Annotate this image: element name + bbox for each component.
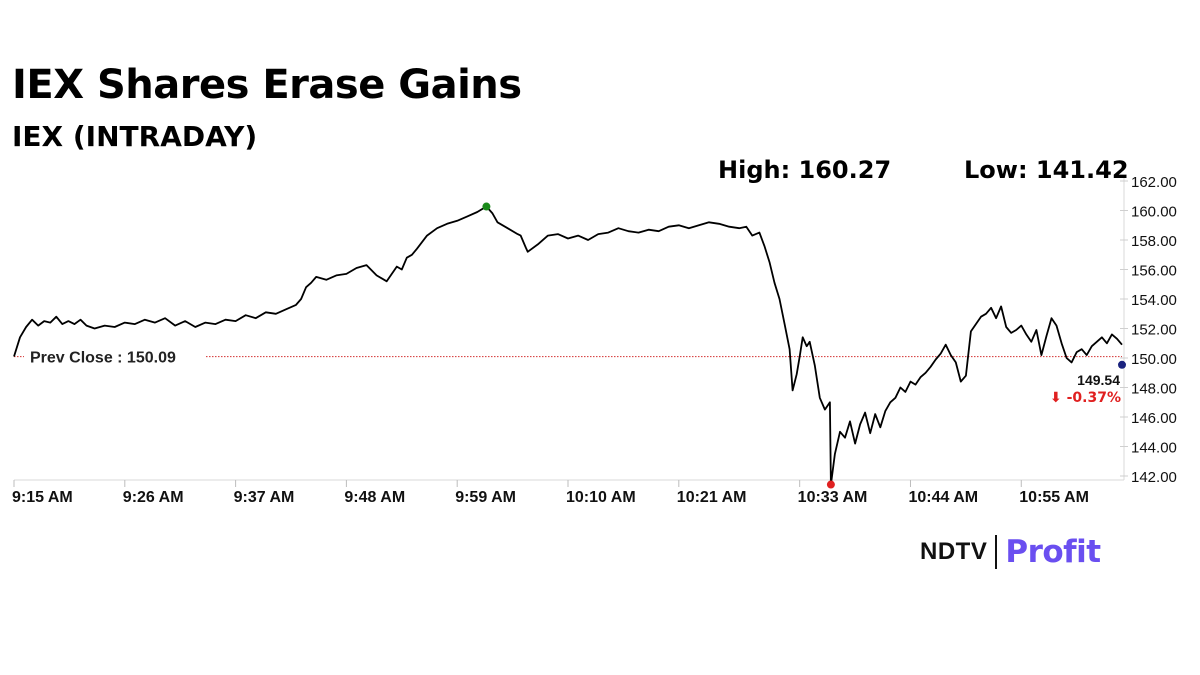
x-tick-label: 9:37 AM xyxy=(234,489,295,506)
y-tick-label: 146.00 xyxy=(1131,410,1177,427)
y-tick-label: 156.00 xyxy=(1131,263,1177,280)
change-percent-label: ⬇ -0.37% xyxy=(1050,390,1121,406)
last-price-label: 149.54 xyxy=(1077,372,1120,388)
logo-divider xyxy=(995,535,998,569)
y-axis: 162.00 160.00 158.00 156.00 154.00 152.00 150.… xyxy=(1120,174,1177,486)
last-price-marker xyxy=(1118,360,1126,369)
y-tick-label: 150.00 xyxy=(1131,351,1177,368)
x-tick-label: 10:55 AM xyxy=(1019,489,1089,506)
logo-profit-text: Profit xyxy=(1005,534,1101,570)
markers: 149.54 ⬇ -0.37% xyxy=(482,202,1126,489)
y-tick-label: 144.00 xyxy=(1131,440,1177,457)
x-tick-label: 9:26 AM xyxy=(123,489,184,506)
y-tick-label: 148.00 xyxy=(1131,381,1177,398)
y-tick-label: 152.00 xyxy=(1131,322,1177,339)
y-tick-label: 154.00 xyxy=(1131,292,1177,309)
low-label: Low: 141.42 xyxy=(964,156,1129,184)
prev-close-group: Prev Close : 150.09 xyxy=(14,344,1122,367)
x-tick-label: 10:10 AM xyxy=(566,489,636,506)
high-label: High: 160.27 xyxy=(718,156,892,184)
x-tick-label: 10:21 AM xyxy=(677,489,747,506)
price-series-line xyxy=(13,205,1123,486)
logo-ndtv-text: NDTV xyxy=(920,538,988,565)
chart-title: IEX Shares Erase Gains xyxy=(12,62,522,108)
x-tick-label: 10:33 AM xyxy=(798,489,868,506)
y-tick-label: 162.00 xyxy=(1131,174,1177,191)
x-tick-label: 10:44 AM xyxy=(908,489,978,506)
y-tick-label: 160.00 xyxy=(1131,204,1177,221)
high-marker xyxy=(482,202,491,211)
y-tick-label: 142.00 xyxy=(1131,469,1177,486)
low-marker xyxy=(826,480,835,489)
prev-close-label: Prev Close : 150.09 xyxy=(30,350,176,367)
x-tick-label: 9:15 AM xyxy=(12,489,73,506)
y-tick-label: 158.00 xyxy=(1131,233,1177,250)
x-axis: 9:15 AM 9:26 AM 9:37 AM 9:48 AM 9:59 AM 10:10… xyxy=(12,479,1124,506)
chart-subtitle: IEX (INTRADAY) xyxy=(12,120,258,153)
ndtv-profit-logo: NDTV Profit xyxy=(920,532,1101,572)
x-tick-label: 9:59 AM xyxy=(455,489,516,506)
x-tick-label: 9:48 AM xyxy=(344,489,405,506)
prev-close-label-bg xyxy=(24,344,206,367)
